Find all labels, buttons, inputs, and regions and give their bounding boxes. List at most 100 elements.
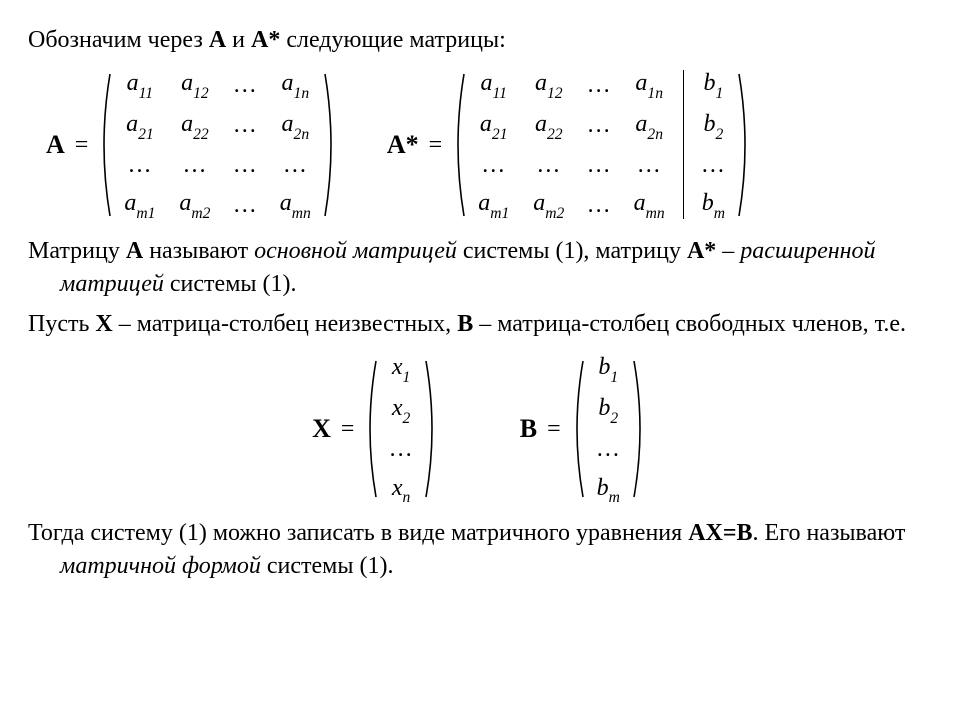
matrix-A-block: A = a11a12…a1na21a22…a2n…………am1am2…amn: [46, 64, 339, 225]
matrix-X-block: X = x1x2…xn: [312, 348, 440, 509]
matrix-B: b1b2…bm: [569, 348, 648, 509]
matrix-row: …: [378, 430, 423, 468]
matrix-cell: …: [222, 146, 267, 184]
matrix-cell: bm: [585, 469, 632, 510]
matrix-cell: a2n: [268, 105, 323, 146]
paren-left: [96, 64, 112, 225]
matrix-row: …………: [112, 146, 323, 184]
matrix-cell: …: [466, 146, 521, 184]
symbol-Astar: A*: [251, 27, 280, 53]
matrix-row: …: [690, 146, 737, 184]
matrix-cell: a12: [167, 64, 222, 105]
equals: =: [75, 129, 89, 161]
matrix-cell: a21: [466, 105, 521, 146]
matrix-A-label: A: [46, 127, 67, 162]
matrix-cell: …: [222, 64, 267, 105]
matrix-cell: a22: [167, 105, 222, 146]
matrix-cell: …: [690, 146, 737, 184]
text: системы (1), матрицу: [457, 238, 687, 264]
text: – матрица-столбец свободных членов, т.е.: [473, 311, 906, 337]
matrix-cell: …: [576, 105, 621, 146]
paren-left: [450, 64, 466, 225]
matrix-cell: …: [576, 184, 621, 225]
matrix-row: a11a12…a1n: [112, 64, 323, 105]
matrix-cell: xn: [378, 469, 423, 510]
text: системы (1).: [261, 553, 394, 579]
text: Пусть: [28, 311, 95, 337]
matrix-B-block: B = b1b2…bm: [520, 348, 648, 509]
paren-left: [362, 348, 378, 509]
matrix-cell: a1n: [268, 64, 323, 105]
text: . Его называют: [753, 520, 906, 546]
matrix-row: x2: [378, 389, 423, 430]
matrix-cell: …: [576, 64, 621, 105]
para-let-XB: Пусть X – матрица-столбец неизвестных, B…: [28, 308, 932, 340]
equation-AXB: AX=B: [688, 520, 752, 546]
matrix-col-body: x1x2…xn: [378, 348, 423, 509]
text: – матрица-столбец неизвестных,: [113, 311, 457, 337]
matrix-A: a11a12…a1na21a22…a2n…………am1am2…amn: [96, 64, 339, 225]
matrix-cell: …: [167, 146, 222, 184]
matrix-row: a11a12…a1n: [466, 64, 677, 105]
augment-bar: [683, 70, 684, 219]
matrix-Astar: a11a12…a1na21a22…a2n…………am1am2…amnb1b2…b…: [450, 64, 753, 225]
matrix-cell: am1: [112, 184, 167, 225]
matrix-row: a21a22…a2n: [466, 105, 677, 146]
paren-right: [323, 64, 339, 225]
para-main-augmented: Матрицу A называют основной матрицей сис…: [28, 235, 932, 300]
matrix-cell: …: [521, 146, 576, 184]
matrix-row: …………: [466, 146, 677, 184]
matrix-cell: am2: [521, 184, 576, 225]
matrix-row: am1am2…amn: [112, 184, 323, 225]
matrix-row: b2: [585, 389, 632, 430]
symbol-A: A: [126, 238, 143, 264]
matrix-cell: …: [222, 105, 267, 146]
matrix-A-body: a11a12…a1na21a22…a2n…………am1am2…amn: [112, 64, 323, 225]
matrix-cell: …: [222, 184, 267, 225]
paren-right: [737, 64, 753, 225]
matrix-cell: …: [585, 430, 632, 468]
paren-right: [424, 348, 440, 509]
text: –: [716, 238, 740, 264]
matrix-row: b2: [690, 105, 737, 146]
equals: =: [341, 413, 355, 445]
matrix-Astar-label: A*: [387, 127, 421, 162]
matrix-row: b1: [585, 348, 632, 389]
matrix-cell: a2n: [622, 105, 677, 146]
matrix-cell: a22: [521, 105, 576, 146]
text: называют: [143, 238, 254, 264]
symbol-B: B: [457, 311, 473, 337]
symbol-X: X: [95, 311, 112, 337]
matrix-row-1: A = a11a12…a1na21a22…a2n…………am1am2…amn A…: [46, 64, 932, 225]
matrix-cell: x1: [378, 348, 423, 389]
matrix-Astar-block: A* = a11a12…a1na21a22…a2n…………am1am2…amnb…: [387, 64, 753, 225]
matrix-cell: a1n: [622, 64, 677, 105]
matrix-row: a21a22…a2n: [112, 105, 323, 146]
matrix-X-label: X: [312, 411, 333, 446]
text: Обозначим через: [28, 27, 209, 53]
matrix-B-label: B: [520, 411, 539, 446]
matrix-row: xn: [378, 469, 423, 510]
matrix-cell: bm: [690, 184, 737, 225]
matrix-cell: …: [378, 430, 423, 468]
matrix-row: bm: [585, 469, 632, 510]
paren-right: [632, 348, 648, 509]
matrix-cell: …: [622, 146, 677, 184]
text: следующие матрицы:: [280, 27, 505, 53]
text: системы (1).: [164, 271, 297, 297]
symbol-Astar: A*: [687, 238, 716, 264]
matrix-cell: a21: [112, 105, 167, 146]
matrix-cell: am1: [466, 184, 521, 225]
matrix-cell: b2: [585, 389, 632, 430]
equals: =: [429, 129, 443, 161]
matrix-cell: b1: [690, 64, 737, 105]
matrix-cell: am2: [167, 184, 222, 225]
equals: =: [547, 413, 561, 445]
matrix-cell: amn: [622, 184, 677, 225]
matrix-cell: a11: [466, 64, 521, 105]
page: Обозначим через A и A* следующие матрицы…: [0, 0, 960, 610]
matrix-X: x1x2…xn: [362, 348, 439, 509]
text: и: [226, 27, 251, 53]
para-matrix-form: Тогда систему (1) можно записать в виде …: [28, 517, 932, 582]
matrix-col-body: b1b2…bm: [585, 348, 632, 509]
